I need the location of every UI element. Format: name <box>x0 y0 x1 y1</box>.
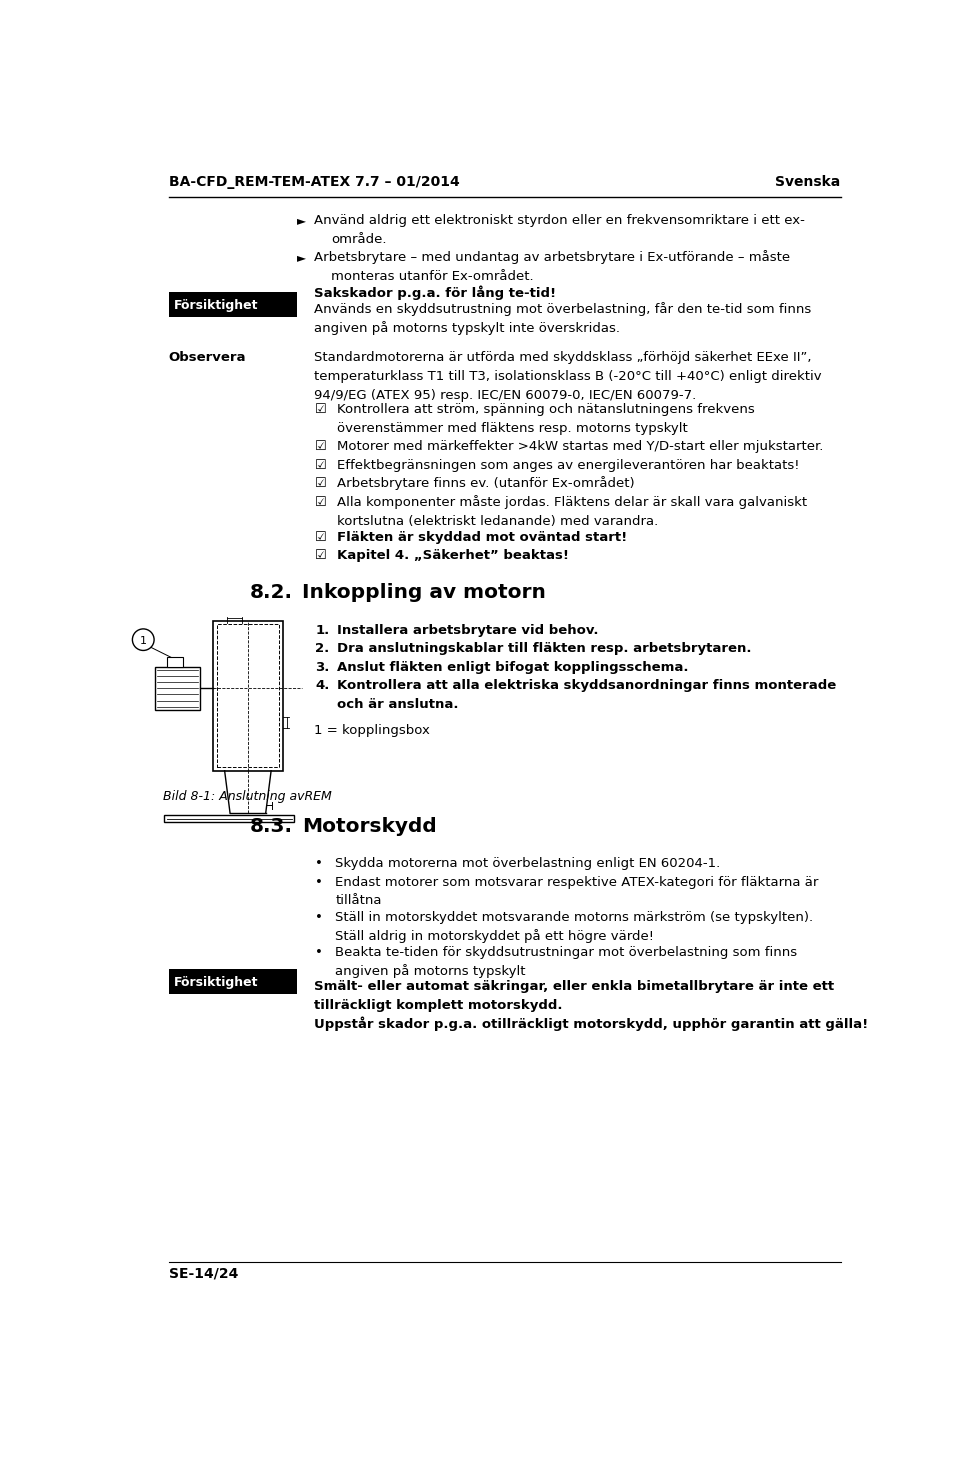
Text: Effektbegränsningen som anges av energileverantören har beaktats!: Effektbegränsningen som anges av energil… <box>337 459 800 473</box>
Text: ☑: ☑ <box>315 440 327 454</box>
Text: Arbetsbrytare – med undantag av arbetsbrytare i Ex-utförande – måste: Arbetsbrytare – med undantag av arbetsbr… <box>314 250 790 263</box>
Text: Kontrollera att alla elektriska skyddsanordningar finns monterade: Kontrollera att alla elektriska skyddsan… <box>337 679 836 692</box>
Text: ►: ► <box>297 214 305 227</box>
Text: ☑: ☑ <box>315 459 327 473</box>
Text: Ställ in motorskyddet motsvarande motorns märkström (se typskylten).: Ställ in motorskyddet motsvarande motorn… <box>335 911 813 925</box>
Text: Används en skyddsutrustning mot överbelastning, får den te-tid som finns: Används en skyddsutrustning mot överbela… <box>314 303 811 316</box>
Text: Smält- eller automat säkringar, eller enkla bimetallbrytare är inte ett: Smält- eller automat säkringar, eller en… <box>314 980 834 993</box>
Text: Standardmotorerna är utförda med skyddsklass „förhöjd säkerhet EExe II”,: Standardmotorerna är utförda med skyddsk… <box>314 351 811 364</box>
Text: Dra anslutningskablar till fläkten resp. arbetsbrytaren.: Dra anslutningskablar till fläkten resp.… <box>337 642 752 655</box>
Text: Motorer med märkeffekter >4kW startas med Y/D-start eller mjukstarter.: Motorer med märkeffekter >4kW startas me… <box>337 440 824 454</box>
Text: tillräckligt komplett motorskydd.: tillräckligt komplett motorskydd. <box>314 999 563 1012</box>
Text: •: • <box>315 875 324 888</box>
Text: Fläkten är skyddad mot oväntad start!: Fläkten är skyddad mot oväntad start! <box>337 531 627 544</box>
Text: kortslutna (elektriskt ledanande) med varandra.: kortslutna (elektriskt ledanande) med va… <box>337 515 659 528</box>
Text: och är anslutna.: och är anslutna. <box>337 698 459 711</box>
Bar <box>217 625 278 767</box>
Text: •: • <box>315 947 324 960</box>
Text: Svenska: Svenska <box>776 174 841 189</box>
Text: Endast motorer som motsvarar respektive ATEX-kategori för fläktarna är: Endast motorer som motsvarar respektive … <box>335 875 819 888</box>
Text: •: • <box>315 911 324 925</box>
Bar <box>213 620 283 771</box>
Text: Anslut fläkten enligt bifogat kopplingsschema.: Anslut fläkten enligt bifogat kopplingss… <box>337 661 688 673</box>
Text: angiven på motorns typskylt inte överskridas.: angiven på motorns typskylt inte överskr… <box>314 322 620 335</box>
Text: 1.: 1. <box>315 623 329 636</box>
Text: Observera: Observera <box>169 351 247 364</box>
Text: ☑: ☑ <box>315 549 327 562</box>
Text: Försiktighet: Försiktighet <box>175 298 259 312</box>
Bar <box>164 815 295 822</box>
Text: 8.3.: 8.3. <box>251 818 293 837</box>
Text: monteras utanför Ex-området.: monteras utanför Ex-området. <box>331 271 534 282</box>
Text: Beakta te-tiden för skyddsutrustningar mot överbelastning som finns: Beakta te-tiden för skyddsutrustningar m… <box>335 947 798 960</box>
Text: 2.: 2. <box>315 642 329 655</box>
Text: Alla komponenter måste jordas. Fläktens delar är skall vara galvaniskt: Alla komponenter måste jordas. Fläktens … <box>337 494 807 509</box>
Text: 8.2.: 8.2. <box>251 582 293 601</box>
Text: tillåtna: tillåtna <box>335 894 382 907</box>
Text: Skydda motorerna mot överbelastning enligt EN 60204-1.: Skydda motorerna mot överbelastning enli… <box>335 857 721 870</box>
Text: överenstämmer med fläktens resp. motorns typskylt: överenstämmer med fläktens resp. motorns… <box>337 421 687 435</box>
Text: 3.: 3. <box>315 661 329 673</box>
Text: angiven på motorns typskylt: angiven på motorns typskylt <box>335 964 526 979</box>
Text: Försiktighet: Försiktighet <box>175 976 259 989</box>
Text: temperaturklass T1 till T3, isolationsklass B (-20°C till +40°C) enligt direktiv: temperaturklass T1 till T3, isolationskl… <box>314 370 822 383</box>
Text: 1: 1 <box>140 635 147 645</box>
Text: 4.: 4. <box>315 679 329 692</box>
Text: BA-CFD_REM-TEM-ATEX 7.7 – 01/2014: BA-CFD_REM-TEM-ATEX 7.7 – 01/2014 <box>169 174 460 189</box>
Text: Uppstår skador p.g.a. otillräckligt motorskydd, upphör garantin att gälla!: Uppstår skador p.g.a. otillräckligt moto… <box>314 1017 868 1031</box>
Bar <box>155 667 200 710</box>
Text: Arbetsbrytare finns ev. (utanför Ex-området): Arbetsbrytare finns ev. (utanför Ex-områ… <box>337 477 635 490</box>
Text: område.: område. <box>331 233 386 246</box>
Text: ☑: ☑ <box>315 402 327 415</box>
Text: Bild 8-1: Anslutning avREM: Bild 8-1: Anslutning avREM <box>162 790 331 803</box>
Bar <box>169 293 297 317</box>
Text: ☑: ☑ <box>315 477 327 490</box>
Text: Installera arbetsbrytare vid behov.: Installera arbetsbrytare vid behov. <box>337 623 598 636</box>
Text: Sakskador p.g.a. för lång te-tid!: Sakskador p.g.a. för lång te-tid! <box>314 285 556 300</box>
Text: Använd aldrig ett elektroniskt styrdon eller en frekvensomriktare i ett ex-: Använd aldrig ett elektroniskt styrdon e… <box>314 214 804 227</box>
Text: 94/9/EG (ATEX 95) resp. IEC/EN 60079-0, IEC/EN 60079-7.: 94/9/EG (ATEX 95) resp. IEC/EN 60079-0, … <box>314 389 696 402</box>
Text: SE-14/24: SE-14/24 <box>169 1267 238 1280</box>
Text: ☑: ☑ <box>315 531 327 544</box>
Text: Inkoppling av motorn: Inkoppling av motorn <box>302 582 546 601</box>
Text: Motorskydd: Motorskydd <box>302 818 437 837</box>
Bar <box>169 970 297 993</box>
Text: Ställ aldrig in motorskyddet på ett högre värde!: Ställ aldrig in motorskyddet på ett högr… <box>335 929 655 944</box>
Text: ☑: ☑ <box>315 496 327 509</box>
Text: 1 = kopplingsbox: 1 = kopplingsbox <box>314 724 430 737</box>
Text: Kontrollera att ström, spänning och nätanslutningens frekvens: Kontrollera att ström, spänning och näta… <box>337 402 755 415</box>
Text: ►: ► <box>297 252 305 263</box>
Text: •: • <box>315 857 324 870</box>
Bar <box>167 657 182 667</box>
Text: Kapitel 4. „Säkerhet” beaktas!: Kapitel 4. „Säkerhet” beaktas! <box>337 549 569 562</box>
